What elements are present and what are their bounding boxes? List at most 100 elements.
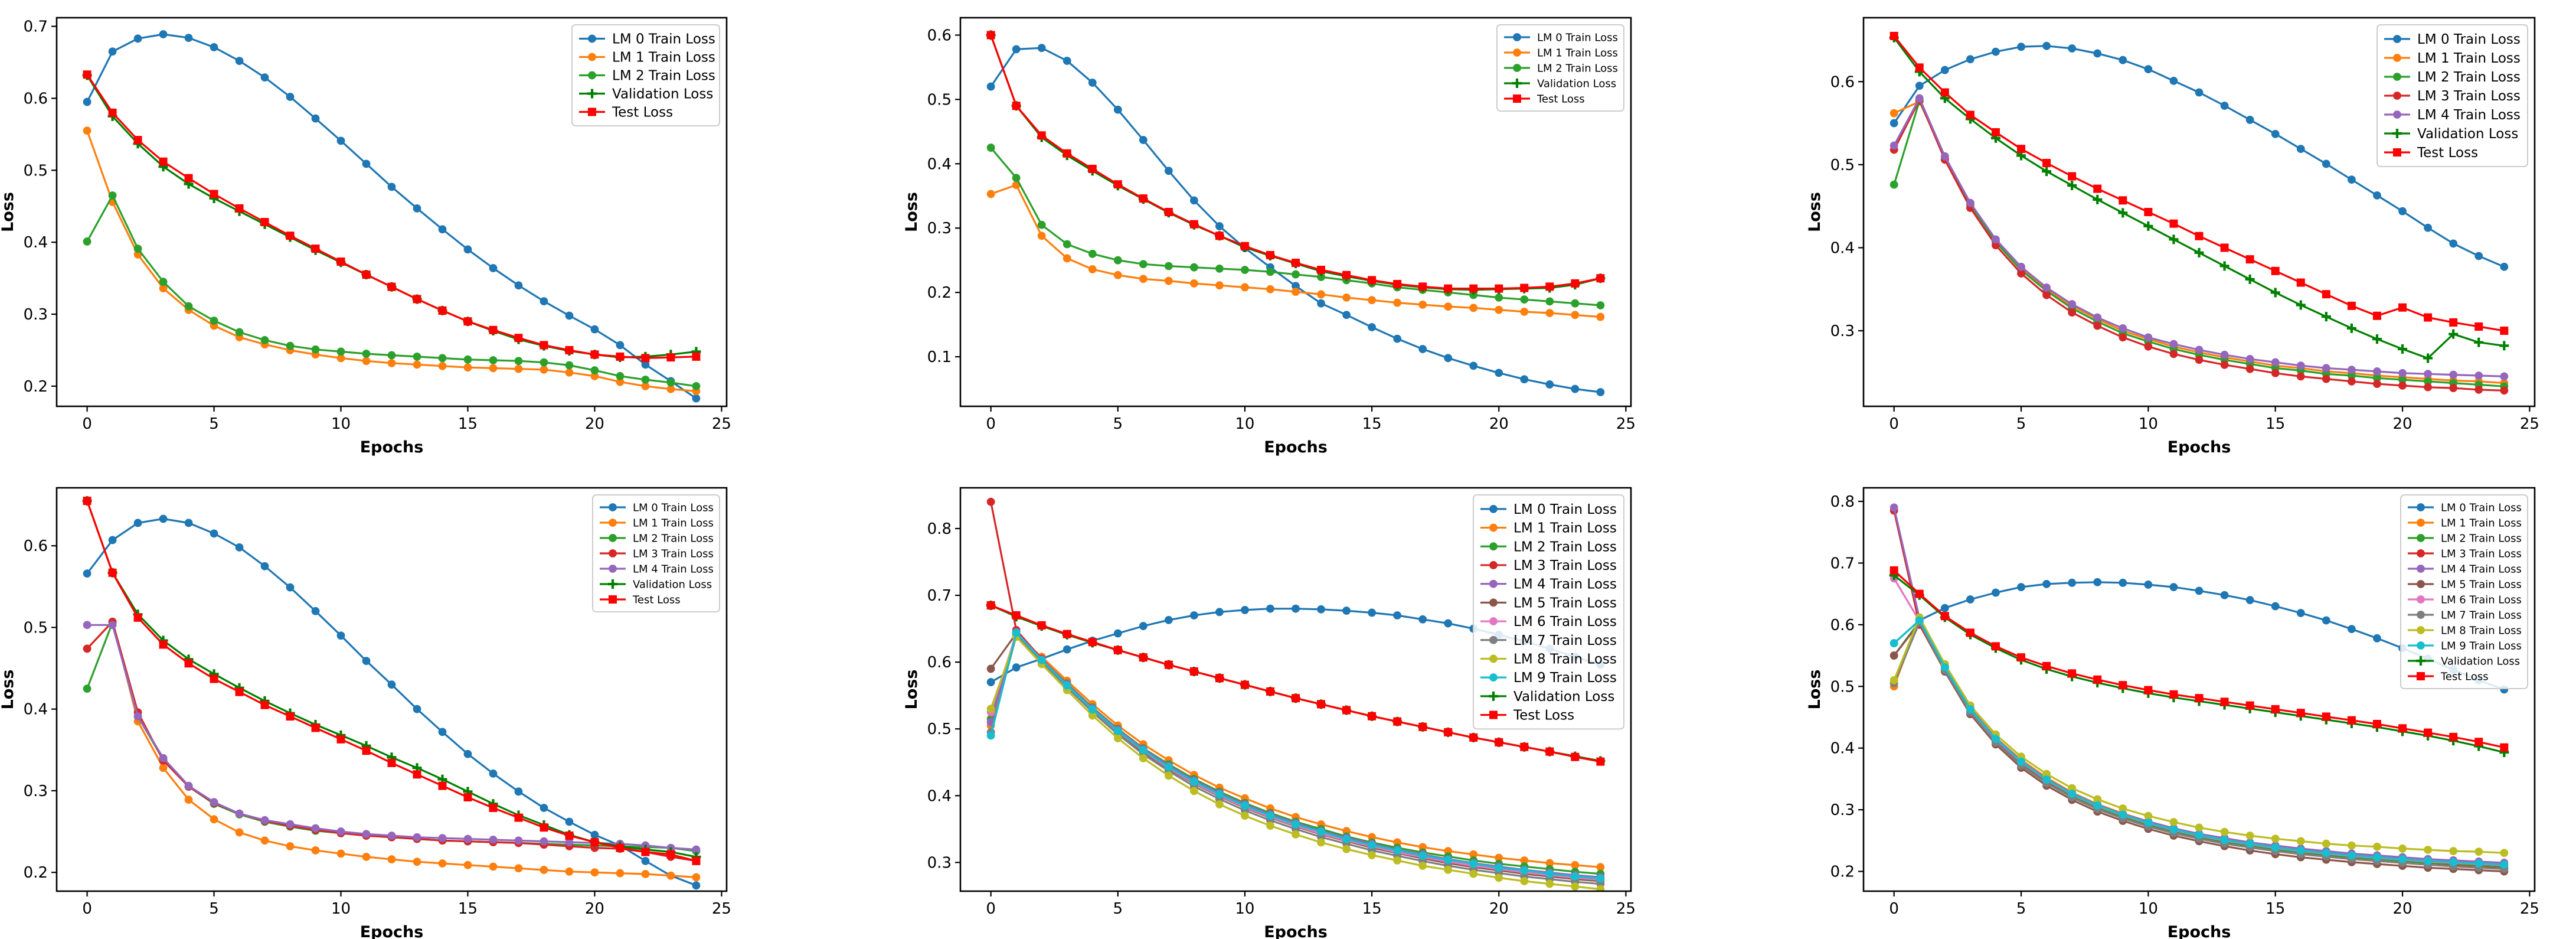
data-point-lm-2-train-loss-17 — [514, 357, 523, 366]
legend-item-lm-0-train-loss: LM 0 Train Loss — [1504, 31, 1618, 44]
legend-item-lm-8-train-loss: LM 8 Train Loss — [2408, 624, 2522, 637]
data-point-test-loss-4 — [1991, 642, 2000, 651]
data-point-test-loss-24 — [692, 352, 701, 361]
data-point-lm-0-train-loss-24 — [692, 881, 701, 890]
data-point-lm-0-train-loss-12 — [2195, 586, 2204, 595]
data-point-lm-0-train-loss-7 — [1164, 615, 1173, 624]
data-point-lm-8-train-loss-14 — [2245, 832, 2254, 840]
data-point-lm-0-train-loss-17 — [1418, 615, 1427, 624]
data-point-lm-8-train-loss-11 — [2169, 818, 2178, 826]
data-point-test-loss-21 — [1520, 283, 1529, 292]
legend-label: Validation Loss — [2441, 655, 2520, 667]
data-point-lm-9-train-loss-5 — [2017, 757, 2025, 766]
data-point-lm-0-train-loss-5 — [210, 43, 218, 51]
data-point-lm-9-train-loss-23 — [2474, 859, 2483, 868]
data-point-lm-0-train-loss-10 — [2144, 65, 2153, 74]
data-point-test-loss-24 — [1596, 274, 1605, 283]
data-point-lm-1-train-loss-6 — [1139, 275, 1148, 283]
data-point-lm-1-train-loss-21 — [1520, 307, 1529, 316]
data-point-lm-0-train-loss-18 — [2348, 625, 2356, 634]
data-point-lm-2-train-loss-1 — [1012, 174, 1021, 182]
y-tick-label: 0.4 — [1830, 239, 1855, 257]
data-point-lm-9-train-loss-17 — [2322, 849, 2330, 858]
data-point-lm-8-train-loss-23 — [1571, 882, 1580, 891]
data-point-lm-9-train-loss-10 — [2144, 819, 2153, 827]
legend-item-lm-5-train-loss: LM 5 Train Loss — [2408, 578, 2522, 591]
data-point-lm-0-train-loss-17 — [514, 281, 523, 290]
data-point-validation-loss-8 — [2093, 194, 2103, 204]
x-tick-label: 10 — [2139, 415, 2158, 433]
data-point-lm-0-train-loss-9 — [2119, 578, 2127, 587]
legend-item-lm-0-train-loss: LM 0 Train Loss — [579, 32, 715, 47]
data-point-lm-1-train-loss-23 — [1571, 311, 1580, 319]
data-point-lm-0-train-loss-11 — [362, 159, 371, 168]
legend: LM 0 Train Loss LM 1 Train Loss LM 2 Train… — [1473, 494, 1624, 730]
legend-item-validation-loss: Validation Loss — [600, 578, 712, 591]
legend-item-lm-4-train-loss: LM 4 Train Loss — [600, 563, 714, 575]
y-tick-label: 0.5 — [24, 619, 48, 637]
data-point-test-loss-16 — [2296, 709, 2305, 718]
data-point-lm-0-train-loss-10 — [2144, 581, 2153, 589]
data-point-lm-0-train-loss-21 — [2424, 223, 2433, 232]
data-point-test-loss-0 — [83, 70, 91, 79]
data-point-lm-0-train-loss-21 — [1520, 375, 1529, 384]
legend-label: LM 4 Train Loss — [633, 563, 714, 575]
data-point-lm-9-train-loss-4 — [1088, 705, 1097, 714]
data-point-validation-loss-7 — [2067, 181, 2077, 191]
data-point-lm-0-train-loss-18 — [1444, 619, 1453, 628]
legend-swatch-marker — [2417, 503, 2425, 511]
data-point-lm-1-train-loss-17 — [514, 864, 523, 873]
data-point-lm-9-train-loss-9 — [2119, 810, 2127, 819]
data-point-test-loss-6 — [2042, 159, 2051, 168]
x-tick-label: 5 — [209, 900, 219, 918]
data-point-test-loss-13 — [413, 295, 421, 304]
legend-item-lm-9-train-loss: LM 9 Train Loss — [2408, 640, 2522, 652]
data-point-lm-0-train-loss-20 — [590, 325, 599, 334]
data-point-lm-0-train-loss-2 — [133, 34, 142, 43]
data-point-lm-1-train-loss-6 — [235, 828, 244, 837]
data-point-lm-0-train-loss-24 — [2500, 262, 2509, 271]
data-point-lm-9-train-loss-22 — [1545, 869, 1554, 878]
legend-item-lm-1-train-loss: LM 1 Train Loss — [600, 517, 714, 529]
data-point-lm-1-train-loss-5 — [1113, 270, 1122, 279]
data-point-test-loss-14 — [438, 306, 447, 315]
legend-swatch-marker — [1489, 598, 1498, 607]
data-point-lm-4-train-loss-10 — [2144, 333, 2153, 342]
data-point-lm-0-train-loss-18 — [540, 297, 548, 305]
data-point-lm-1-train-loss-12 — [1292, 288, 1300, 296]
data-point-test-loss-15 — [2271, 266, 2280, 275]
data-point-lm-0-train-loss-12 — [1292, 604, 1300, 613]
x-tick-label: 15 — [2266, 415, 2285, 433]
data-point-lm-9-train-loss-6 — [1139, 746, 1148, 755]
data-point-lm-0-train-loss-8 — [2093, 578, 2102, 586]
legend-swatch-marker — [1513, 48, 1521, 57]
legend-swatch-marker — [587, 89, 597, 99]
data-point-lm-0-train-loss-5 — [2017, 583, 2025, 592]
data-point-lm-0-train-loss-15 — [463, 245, 472, 254]
data-point-lm-4-train-loss-17 — [514, 836, 523, 845]
data-point-test-loss-23 — [2474, 738, 2483, 746]
data-point-lm-0-train-loss-24 — [692, 394, 701, 403]
data-point-lm-8-train-loss-19 — [1469, 869, 1478, 878]
data-point-lm-0-train-loss-10 — [1241, 606, 1249, 614]
data-point-test-loss-1 — [1915, 589, 1924, 598]
legend-swatch-marker — [608, 579, 617, 589]
data-point-lm-8-train-loss-18 — [2348, 841, 2356, 850]
data-point-lm-3-train-loss-11 — [2169, 350, 2178, 358]
legend-swatch-marker — [2417, 534, 2425, 542]
data-point-lm-1-train-loss-20 — [1495, 305, 1503, 314]
data-point-test-loss-6 — [1139, 194, 1148, 203]
legend-label: Test Loss — [1537, 93, 1585, 105]
data-point-lm-0-train-loss-10 — [336, 136, 345, 145]
data-point-validation-loss-9 — [2118, 208, 2128, 218]
legend-item-lm-2-train-loss: LM 2 Train Loss — [1504, 62, 1618, 74]
legend-swatch-marker — [1513, 33, 1521, 41]
data-point-lm-0-train-loss-24 — [1596, 388, 1605, 396]
legend-swatch-marker — [588, 34, 596, 43]
data-point-lm-1-train-loss-18 — [1444, 302, 1453, 311]
plot-area — [82, 496, 701, 890]
data-point-lm-8-train-loss-21 — [1520, 877, 1529, 885]
legend-item-lm-6-train-loss: LM 6 Train Loss — [1480, 614, 1617, 630]
data-point-lm-0-train-loss-14 — [1342, 311, 1351, 319]
